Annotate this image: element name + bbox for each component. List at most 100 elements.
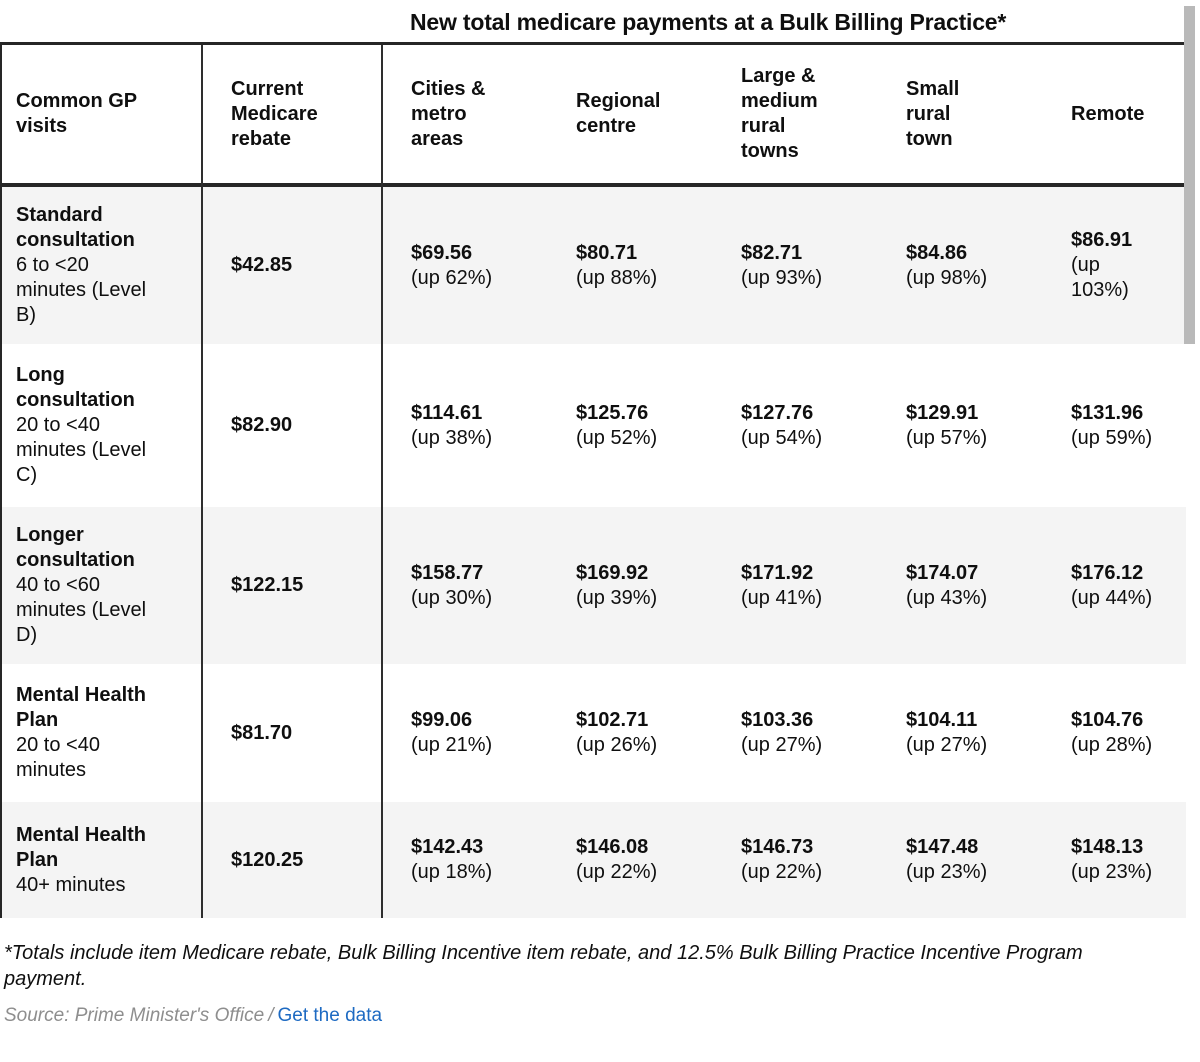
get-the-data-link[interactable]: Get the data bbox=[277, 1005, 383, 1026]
visit-name: Mental Health Plan bbox=[16, 823, 147, 871]
current-rebate-cell: $82.90 bbox=[231, 414, 293, 436]
payment-cell: $158.77 (up 30%) bbox=[383, 507, 548, 664]
source-label: Source: Prime Minister's Office bbox=[4, 1005, 265, 1026]
payment-amount: $104.11 bbox=[906, 709, 978, 731]
visit-cell: Mental Health Plan 20 to <40 minutes bbox=[2, 667, 203, 799]
payment-cell: $69.56 (up 62%) bbox=[383, 187, 548, 344]
payment-amount: $82.71 bbox=[741, 241, 803, 264]
payment-cell: $104.76 (up 28%) bbox=[1043, 667, 1186, 799]
payment-amount: $99.06 bbox=[411, 709, 473, 731]
payment-amount: $125.76 bbox=[576, 401, 649, 424]
payment-change: (up 38%) bbox=[411, 426, 493, 449]
table-title: New total medicare payments at a Bulk Bi… bbox=[410, 9, 1007, 35]
visit-name: Standard consultation bbox=[16, 204, 135, 251]
table-row: Standard consultation 6 to <20 minutes (… bbox=[2, 187, 1186, 344]
table-row: Mental Health Plan 20 to <40 minutes $81… bbox=[2, 667, 1186, 799]
payment-cell: $146.08 (up 22%) bbox=[548, 802, 713, 918]
payment-change: (up 21%) bbox=[411, 734, 493, 756]
payment-cell: $127.76 (up 54%) bbox=[713, 347, 878, 504]
payment-cell: $129.91 (up 57%) bbox=[878, 347, 1043, 504]
payment-change: (up 28%) bbox=[1071, 734, 1153, 756]
payment-amount: $69.56 bbox=[411, 241, 473, 264]
payment-amount: $148.13 bbox=[1071, 836, 1144, 858]
col-header-label: Remote bbox=[1071, 102, 1145, 125]
current-rebate-cell: $42.85 bbox=[231, 254, 293, 276]
payment-change: (up 93%) bbox=[741, 266, 823, 289]
payment-change: (up 98%) bbox=[906, 266, 988, 289]
payment-change: (up 43%) bbox=[906, 586, 988, 609]
payment-cell: $80.71 (up 88%) bbox=[548, 187, 713, 344]
payment-amount: $127.76 bbox=[741, 401, 814, 424]
payment-cell: $146.73 (up 22%) bbox=[713, 802, 878, 918]
payment-change: (up 22%) bbox=[576, 861, 658, 883]
payment-amount: $176.12 bbox=[1071, 561, 1144, 584]
payment-change: (up 103%) bbox=[1071, 254, 1129, 301]
current-rebate-cell: $81.70 bbox=[231, 721, 293, 744]
col-header-large-medium-rural-towns: Large & medium rural towns bbox=[713, 45, 878, 183]
payment-amount: $84.86 bbox=[906, 241, 968, 264]
source-separator: / bbox=[268, 1005, 274, 1026]
payment-change: (up 52%) bbox=[576, 426, 658, 449]
payment-cell: $147.48 (up 23%) bbox=[878, 802, 1043, 918]
payment-amount: $80.71 bbox=[576, 241, 638, 264]
footnote: *Totals include item Medicare rebate, Bu… bbox=[4, 942, 1083, 990]
vertical-scrollbar-thumb[interactable] bbox=[1184, 6, 1195, 344]
payment-amount: $131.96 bbox=[1071, 401, 1144, 424]
payment-amount: $158.77 bbox=[411, 561, 484, 584]
payment-cell: $103.36 (up 27%) bbox=[713, 667, 878, 799]
payment-amount: $171.92 bbox=[741, 561, 814, 584]
col-header-label: Small rural town bbox=[906, 77, 960, 150]
payment-change: (up 62%) bbox=[411, 266, 493, 289]
payment-change: (up 27%) bbox=[906, 734, 988, 756]
visit-cell: Mental Health Plan 40+ minutes bbox=[2, 802, 203, 918]
col-header-small-rural-town: Small rural town bbox=[878, 45, 1043, 183]
table-row: Mental Health Plan 40+ minutes $120.25 $… bbox=[2, 802, 1186, 918]
col-header-label: Current Medicare rebate bbox=[231, 77, 318, 150]
payment-change: (up 23%) bbox=[1071, 861, 1153, 883]
current-rebate-cell: $120.25 bbox=[231, 848, 304, 871]
table-row: Long consultation 20 to <40 minutes (Lev… bbox=[2, 347, 1186, 504]
col-header-label: Cities & metro areas bbox=[411, 77, 486, 150]
visit-cell: Long consultation 20 to <40 minutes (Lev… bbox=[2, 347, 203, 504]
payment-amount: $114.61 bbox=[411, 401, 483, 424]
payment-change: (up 39%) bbox=[576, 586, 658, 609]
payment-cell: $174.07 (up 43%) bbox=[878, 507, 1043, 664]
payment-amount: $104.76 bbox=[1071, 709, 1144, 731]
payment-amount: $146.08 bbox=[576, 836, 649, 858]
visit-cell: Longer consultation 40 to <60 minutes (L… bbox=[2, 507, 203, 664]
col-header-remote: Remote bbox=[1043, 45, 1186, 183]
payment-amount: $102.71 bbox=[576, 709, 649, 731]
payment-cell: $171.92 (up 41%) bbox=[713, 507, 878, 664]
visit-name: Longer consultation bbox=[16, 524, 135, 571]
column-divider bbox=[381, 45, 383, 918]
col-header-label: Large & medium rural towns bbox=[741, 65, 818, 162]
visit-cell: Standard consultation 6 to <20 minutes (… bbox=[2, 187, 203, 344]
col-header-label: Regional centre bbox=[576, 90, 661, 137]
payment-change: (up 23%) bbox=[906, 861, 988, 883]
payment-cell: $125.76 (up 52%) bbox=[548, 347, 713, 504]
payment-cell: $82.71 (up 93%) bbox=[713, 187, 878, 344]
col-header-cities-metro-areas: Cities & metro areas bbox=[383, 45, 548, 183]
col-header-current-medicare-rebate: Current Medicare rebate bbox=[203, 45, 383, 183]
payment-cell: $169.92 (up 39%) bbox=[548, 507, 713, 664]
payments-table: Common GP visits Current Medicare rebate… bbox=[0, 42, 1186, 918]
payment-cell: $148.13 (up 23%) bbox=[1043, 802, 1186, 918]
current-rebate-cell: $122.15 bbox=[231, 574, 304, 596]
payment-change: (up 30%) bbox=[411, 586, 493, 609]
payment-change: (up 44%) bbox=[1071, 586, 1153, 609]
payment-cell: $114.61 (up 38%) bbox=[383, 347, 548, 504]
payment-change: (up 88%) bbox=[576, 266, 658, 289]
payment-cell: $84.86 (up 98%) bbox=[878, 187, 1043, 344]
payment-change: (up 59%) bbox=[1071, 426, 1153, 449]
payment-change: (up 57%) bbox=[906, 426, 988, 449]
payment-amount: $142.43 bbox=[411, 836, 484, 858]
visit-detail: 6 to <20 minutes (Level B) bbox=[16, 254, 147, 326]
payment-cell: $176.12 (up 44%) bbox=[1043, 507, 1186, 664]
payment-cell: $86.91 (up 103%) bbox=[1043, 187, 1186, 344]
payment-cell: $104.11 (up 27%) bbox=[878, 667, 1043, 799]
column-divider bbox=[201, 45, 203, 918]
payment-amount: $174.07 bbox=[906, 561, 979, 584]
visit-detail: 20 to <40 minutes bbox=[16, 734, 100, 781]
payment-change: (up 41%) bbox=[741, 586, 823, 609]
